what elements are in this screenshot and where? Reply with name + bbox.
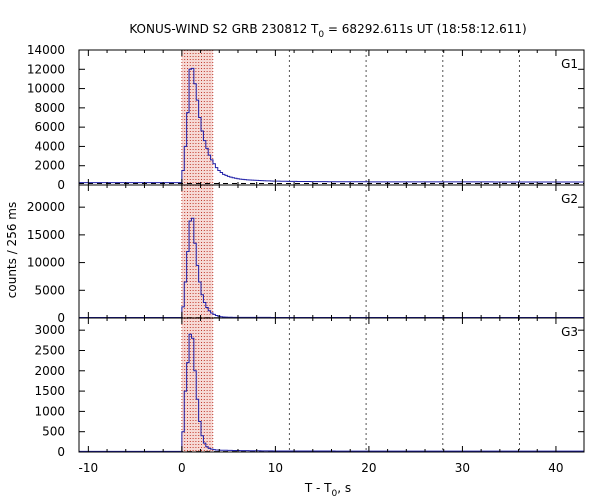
g3-y-tick-label-5: 2500	[34, 343, 65, 357]
x-axis: -10 0 10 20 30 40	[79, 461, 564, 475]
panel-g2: 0 5000 10000 15000 20000 G2	[27, 184, 585, 325]
g1-y-tick-label-7: 14000	[27, 43, 65, 57]
g3-y-tick-label-3: 1500	[34, 384, 65, 398]
x-tick-label-5: 40	[548, 461, 563, 475]
g3-y-tick-label-1: 500	[42, 425, 65, 439]
panels-group: 02000400060008000100001200014000G1050001…	[27, 43, 585, 459]
g1-y-tick-label-3: 6000	[34, 120, 65, 134]
g1-frame	[78, 49, 585, 186]
chart-title: KONUS-WIND S2 GRB 230812 T0 = 68292.611s…	[129, 22, 526, 40]
g1-y-tick-label-5: 10000	[27, 82, 65, 96]
g3-light-curve	[79, 333, 584, 452]
g1-y-tick-label-0: 0	[57, 178, 65, 192]
g2-y-tick-label-4: 20000	[27, 200, 65, 214]
x-tick-label-0: -10	[79, 461, 99, 475]
g3-panel-label: G3	[561, 325, 578, 339]
g2-y-tick-label-1: 5000	[34, 283, 65, 297]
g3-y-tick-label-0: 0	[57, 445, 65, 459]
panel-g1: 0 2000 4000 6000 8000 10000 12000 14000 G1	[27, 43, 585, 192]
panel-g3: 0 500 1000 1500 2000 2500 3000 G3	[34, 317, 585, 459]
g1-y-tick-label-6: 12000	[27, 62, 65, 76]
y-axis-label: counts / 256 ms	[5, 202, 19, 298]
x-tick-label-3: 20	[361, 461, 376, 475]
g2-y-tick-label-3: 15000	[27, 228, 65, 242]
g3-frame	[78, 317, 585, 453]
chart-title-prefix: KONUS-WIND S2 GRB 230812 T	[129, 22, 319, 36]
g1-y-tick-label-1: 2000	[34, 159, 65, 173]
chart-title-subscript: 0	[318, 30, 324, 40]
g2-y-tick-label-0: 0	[57, 311, 65, 325]
g1-light-curve	[79, 67, 584, 184]
x-tick-label-2: 10	[268, 461, 283, 475]
x-axis-label: T - T0, s	[304, 481, 351, 499]
g3-y-tick-label-4: 2000	[34, 364, 65, 378]
x-tick-label-1: 0	[178, 461, 186, 475]
x-axis-label-prefix: T - T	[304, 481, 332, 495]
g3-y-tick-label-6: 3000	[34, 323, 65, 337]
g1-y-tick-label-4: 8000	[34, 101, 65, 115]
g2-frame	[78, 184, 585, 319]
g2-panel-label: G2	[561, 192, 578, 206]
g1-y-tick-label-2: 4000	[34, 139, 65, 153]
x-axis-label-suffix: , s	[337, 481, 351, 495]
g1-panel-label: G1	[561, 57, 578, 71]
x-axis-label-subscript: 0	[332, 489, 338, 499]
chart-title-suffix: = 68292.611s UT (18:58:12.611)	[324, 22, 527, 36]
g2-light-curve	[79, 217, 584, 318]
x-tick-label-4: 30	[455, 461, 470, 475]
g2-y-tick-label-2: 10000	[27, 256, 65, 270]
g3-y-tick-label-2: 1000	[34, 404, 65, 418]
